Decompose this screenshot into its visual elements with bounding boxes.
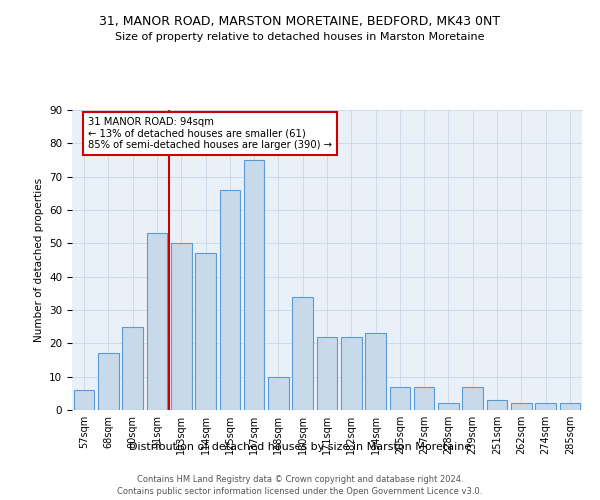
Bar bbox=[487, 400, 508, 410]
Bar bbox=[317, 336, 337, 410]
Bar bbox=[244, 160, 265, 410]
Bar bbox=[268, 376, 289, 410]
Text: 31, MANOR ROAD, MARSTON MORETAINE, BEDFORD, MK43 0NT: 31, MANOR ROAD, MARSTON MORETAINE, BEDFO… bbox=[100, 15, 500, 28]
Bar bbox=[438, 404, 459, 410]
Text: Contains public sector information licensed under the Open Government Licence v3: Contains public sector information licen… bbox=[118, 487, 482, 496]
Text: Distribution of detached houses by size in Marston Moretaine: Distribution of detached houses by size … bbox=[129, 442, 471, 452]
Text: Contains HM Land Registry data © Crown copyright and database right 2024.: Contains HM Land Registry data © Crown c… bbox=[137, 475, 463, 484]
Bar bbox=[560, 404, 580, 410]
Bar bbox=[389, 386, 410, 410]
Bar bbox=[341, 336, 362, 410]
Bar bbox=[146, 234, 167, 410]
Bar bbox=[98, 354, 119, 410]
Text: Size of property relative to detached houses in Marston Moretaine: Size of property relative to detached ho… bbox=[115, 32, 485, 42]
Bar bbox=[365, 334, 386, 410]
Bar bbox=[195, 254, 216, 410]
Bar bbox=[171, 244, 191, 410]
Text: 31 MANOR ROAD: 94sqm
← 13% of detached houses are smaller (61)
85% of semi-detac: 31 MANOR ROAD: 94sqm ← 13% of detached h… bbox=[88, 116, 332, 150]
Bar bbox=[463, 386, 483, 410]
Bar bbox=[292, 296, 313, 410]
Y-axis label: Number of detached properties: Number of detached properties bbox=[34, 178, 44, 342]
Bar bbox=[74, 390, 94, 410]
Bar bbox=[414, 386, 434, 410]
Bar bbox=[122, 326, 143, 410]
Bar bbox=[220, 190, 240, 410]
Bar bbox=[535, 404, 556, 410]
Bar bbox=[511, 404, 532, 410]
